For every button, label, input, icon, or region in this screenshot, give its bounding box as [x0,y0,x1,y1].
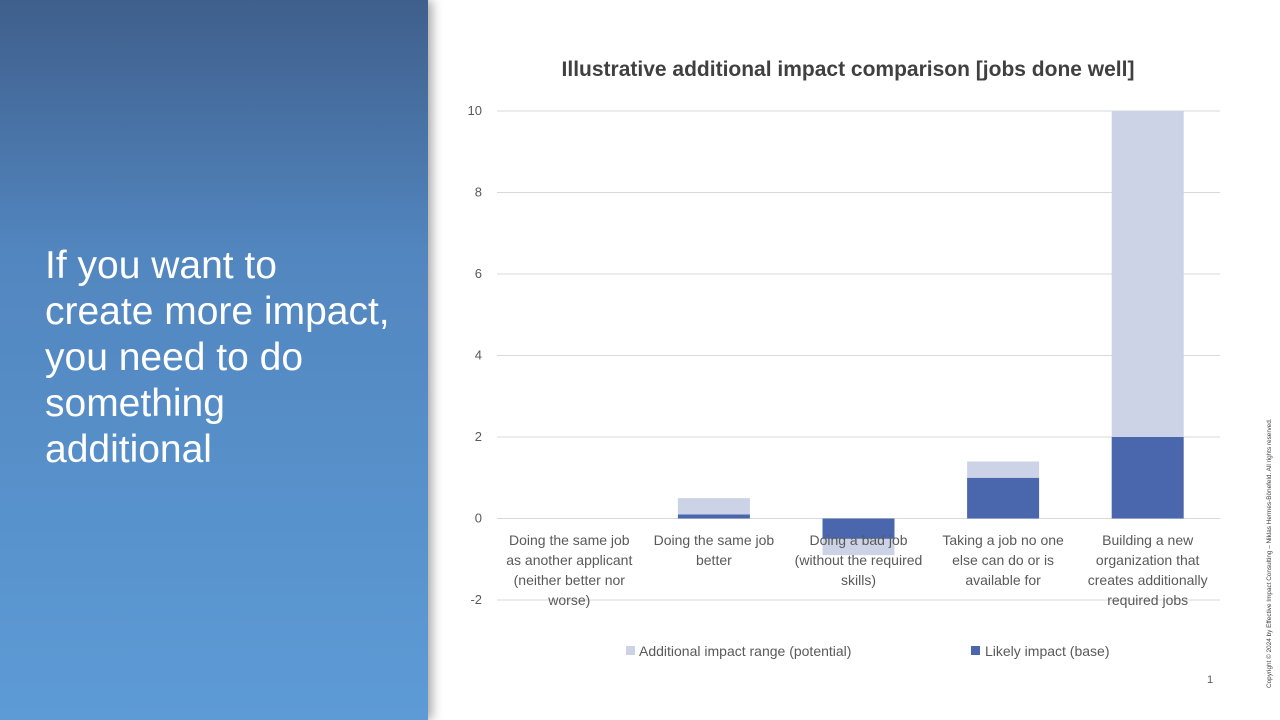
x-category-label: Doing a bad job (without the required skil… [795,532,923,588]
bar-additional-impact [822,538,895,556]
bar-likely-impact [822,518,895,539]
y-tick-label: -2 [470,592,482,607]
copyright-notice: Copyright © 2024 by Effective Impact Con… [1266,418,1273,688]
x-category-label: Doing the same job better [654,532,775,568]
legend-label: Likely impact (base) [985,643,1110,659]
y-tick-label: 6 [475,266,482,281]
slide-headline: If you want to create more impact, you n… [45,244,390,471]
y-tick-label: 2 [475,429,482,444]
bar-additional-impact [677,498,750,515]
page-number: 1 [1206,674,1214,686]
legend-swatch [626,646,635,655]
title-panel: If you want to create more impact, you n… [0,0,428,720]
chart-title: Illustrative additional impact compariso… [561,58,1135,81]
legend-swatch [971,646,980,655]
bar-likely-impact [1111,437,1184,519]
y-tick-label: 8 [475,185,482,200]
x-category-label: Doing the same job as another applicant (n… [506,532,632,608]
bar-additional-impact [1111,111,1184,437]
legend-label: Additional impact range (potential) [639,643,851,659]
x-category-label: Taking a job no one else can do or is avai… [942,532,1064,588]
y-tick-label: 10 [468,103,482,118]
bar-likely-impact [967,477,1040,519]
y-tick-label: 0 [475,511,482,526]
bar-additional-impact [967,461,1040,478]
bar-likely-impact [677,514,750,519]
x-category-label: Building a new organization that creates a… [1088,532,1208,608]
y-tick-label: 4 [475,348,482,363]
